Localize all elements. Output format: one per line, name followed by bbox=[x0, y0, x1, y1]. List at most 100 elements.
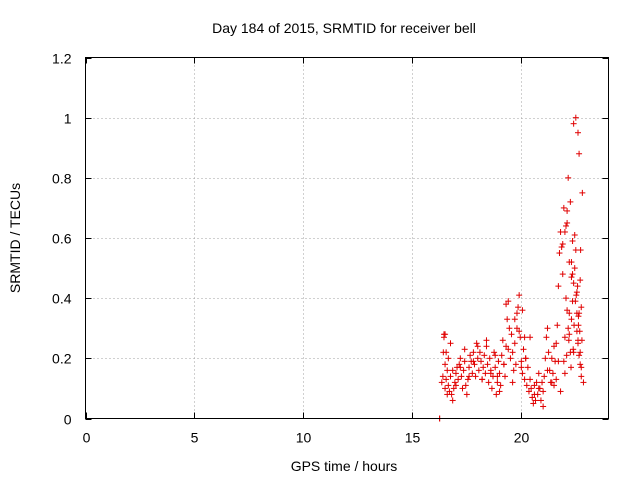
data-point bbox=[574, 340, 581, 347]
data-point bbox=[561, 334, 568, 341]
x-tick-labels: 0 5 10 15 20 bbox=[83, 430, 530, 446]
data-point bbox=[577, 361, 584, 368]
data-point bbox=[522, 355, 529, 362]
data-point bbox=[472, 373, 479, 380]
data-point bbox=[466, 364, 473, 371]
data-point bbox=[563, 222, 570, 229]
data-point bbox=[509, 349, 516, 356]
data-point bbox=[455, 376, 462, 383]
data-point bbox=[438, 379, 445, 386]
data-point bbox=[519, 370, 526, 377]
data-point bbox=[520, 346, 527, 353]
data-point bbox=[457, 355, 464, 362]
data-point bbox=[576, 352, 583, 359]
data-point bbox=[563, 352, 570, 359]
data-point bbox=[466, 373, 473, 380]
data-point bbox=[540, 403, 547, 410]
data-point bbox=[501, 373, 508, 380]
data-point bbox=[572, 114, 579, 121]
data-point bbox=[516, 292, 523, 299]
data-point bbox=[443, 376, 450, 383]
data-point bbox=[482, 370, 489, 377]
data-point bbox=[577, 349, 584, 356]
data-point bbox=[554, 322, 561, 329]
data-point bbox=[445, 355, 452, 362]
data-point bbox=[532, 397, 539, 404]
y-tick-label: 0.8 bbox=[52, 171, 72, 187]
data-point bbox=[449, 397, 456, 404]
data-point bbox=[515, 304, 522, 311]
data-point bbox=[524, 364, 531, 371]
data-point bbox=[499, 337, 506, 344]
data-point bbox=[483, 337, 490, 344]
data-point bbox=[469, 370, 476, 377]
data-point bbox=[479, 376, 486, 383]
data-point bbox=[481, 352, 488, 359]
data-point bbox=[496, 370, 503, 377]
axis-ticks bbox=[85, 57, 609, 420]
y-tick-labels: 0 0.2 0.4 0.6 0.8 1 1.2 bbox=[52, 51, 72, 428]
data-point bbox=[549, 370, 556, 377]
data-point bbox=[557, 388, 564, 395]
data-point bbox=[535, 385, 542, 392]
data-point bbox=[544, 325, 551, 332]
data-point bbox=[528, 385, 535, 392]
data-point bbox=[459, 385, 466, 392]
data-point bbox=[580, 379, 587, 386]
data-point bbox=[558, 244, 565, 251]
data-point bbox=[488, 385, 495, 392]
data-point bbox=[452, 370, 459, 377]
data-point bbox=[573, 292, 580, 299]
data-point bbox=[511, 340, 518, 347]
data-point bbox=[498, 352, 505, 359]
data-point bbox=[572, 298, 579, 305]
data-point bbox=[447, 373, 454, 380]
data-point bbox=[471, 361, 478, 368]
data-point bbox=[574, 129, 581, 136]
data-point bbox=[450, 385, 457, 392]
data-point bbox=[574, 283, 581, 290]
data-point bbox=[505, 346, 512, 353]
data-point bbox=[508, 331, 515, 338]
y-tick-label: 0 bbox=[64, 412, 72, 428]
data-point bbox=[525, 388, 532, 395]
data-point bbox=[521, 334, 528, 341]
data-point bbox=[569, 238, 576, 245]
data-point bbox=[439, 373, 446, 380]
data-point bbox=[461, 346, 468, 353]
data-point bbox=[475, 367, 482, 374]
data-point bbox=[566, 259, 573, 266]
grid bbox=[85, 57, 609, 419]
y-tick-label: 1 bbox=[64, 111, 72, 127]
data-point bbox=[559, 241, 566, 248]
data-point bbox=[568, 364, 575, 371]
data-point bbox=[578, 337, 585, 344]
data-point bbox=[503, 301, 510, 308]
chart-title: Day 184 of 2015, SRMTID for receiver bel… bbox=[212, 20, 476, 36]
data-point bbox=[561, 370, 568, 377]
data-point bbox=[575, 313, 582, 320]
data-point bbox=[564, 219, 571, 226]
data-point bbox=[487, 370, 494, 377]
data-point bbox=[513, 310, 520, 317]
y-tick-label: 0.6 bbox=[52, 231, 72, 247]
data-point bbox=[566, 310, 573, 317]
data-point bbox=[539, 379, 546, 386]
data-point bbox=[506, 325, 513, 332]
data-point bbox=[495, 358, 502, 365]
data-point bbox=[568, 316, 575, 323]
data-point bbox=[560, 204, 567, 211]
data-point bbox=[578, 304, 585, 311]
x-axis-label: GPS time / hours bbox=[291, 458, 398, 474]
data-point bbox=[443, 349, 450, 356]
data-point bbox=[579, 189, 586, 196]
data-point bbox=[519, 307, 526, 314]
data-point bbox=[527, 334, 534, 341]
data-point bbox=[458, 373, 465, 380]
data-point bbox=[484, 361, 491, 368]
data-point bbox=[531, 391, 538, 398]
data-point bbox=[493, 391, 500, 398]
data-point bbox=[456, 361, 463, 368]
data-point bbox=[486, 355, 493, 362]
data-point bbox=[570, 280, 577, 287]
